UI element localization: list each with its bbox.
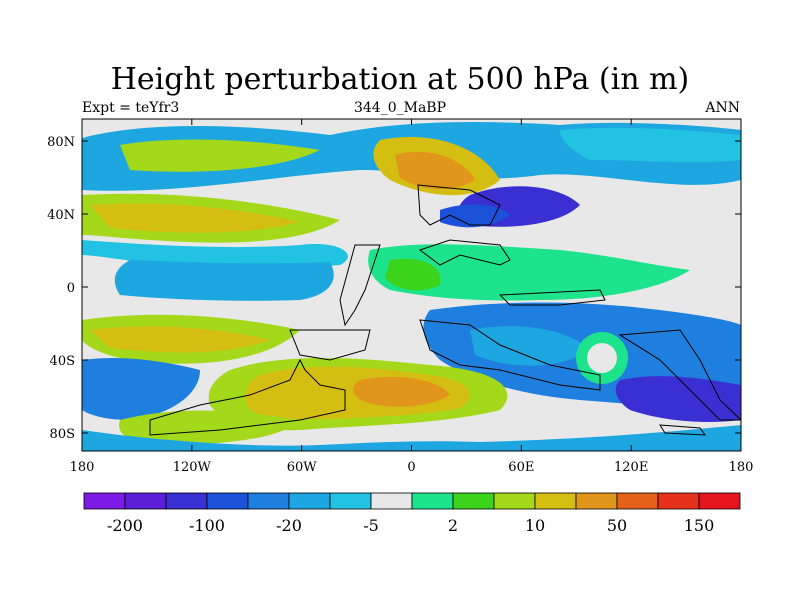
colorbar-swatch (616, 492, 659, 510)
colorbar-swatch (534, 492, 577, 510)
contour-band (114, 260, 334, 301)
coastline (417, 184, 501, 226)
colorbar-swatch (493, 492, 536, 510)
colorbar-label: 150 (684, 516, 715, 535)
x-tick-label: 120E (614, 460, 648, 475)
colorbar-swatch (288, 492, 331, 510)
colorbar-label: -5 (363, 516, 379, 535)
y-tick-label: 40N (47, 208, 75, 223)
colorbar-label: -100 (189, 516, 225, 535)
coastline (498, 289, 606, 306)
contour-map (82, 119, 741, 451)
contour-band (615, 376, 741, 422)
y-axis: 80N 40N 0 40S 80S (47, 135, 741, 442)
coastline (418, 239, 511, 266)
contour-band (82, 358, 200, 420)
experiment-label: Expt = teYfr3 (82, 100, 180, 116)
colorbar-swatch (411, 492, 454, 510)
y-tick-label: 80N (47, 135, 75, 150)
x-tick-label: 120W (173, 460, 212, 475)
x-tick-label: 180 (729, 460, 754, 475)
contour-band (90, 203, 300, 233)
contour-band (120, 139, 320, 172)
colorbar-swatch (657, 492, 700, 510)
coastline (149, 358, 346, 436)
contour-band (587, 343, 617, 373)
colorbar-swatch (247, 492, 290, 510)
colorbar: -200 -100 -20 -5 2 10 50 150 (83, 492, 741, 535)
contour-band (395, 151, 475, 190)
colorbar-label: 10 (525, 516, 545, 535)
continent-outlines (149, 184, 741, 436)
contour-band (353, 376, 450, 407)
y-tick-label: 80S (50, 427, 75, 442)
x-axis: 180 120W 60W 0 60E 120E 180 (70, 119, 754, 475)
season-label: ANN (705, 100, 740, 116)
x-tick-label: 0 (407, 460, 415, 475)
y-tick-label: 0 (67, 281, 75, 296)
colorbar-label: -20 (276, 516, 302, 535)
x-tick-label: 60E (508, 460, 534, 475)
coastline (289, 329, 371, 361)
x-tick-label: 60W (287, 460, 318, 475)
colorbar-label: 50 (607, 516, 627, 535)
coastline (659, 424, 707, 436)
colorbar-swatch (370, 492, 413, 510)
contour-band (470, 326, 590, 366)
x-tick-label: 180 (70, 460, 95, 475)
colorbar-swatch (83, 492, 126, 510)
coastline (419, 319, 601, 391)
colorbar-swatch (329, 492, 372, 510)
colorbar-swatch (124, 492, 167, 510)
contour-band (560, 127, 741, 163)
chart-title: Height perturbation at 500 hPa (in m) (110, 62, 690, 97)
colorbar-swatch (165, 492, 208, 510)
contour-band (119, 410, 301, 445)
coastline (339, 244, 381, 327)
colorbar-swatch (698, 492, 741, 510)
colorbar-swatch (452, 492, 495, 510)
contour-band (368, 244, 690, 301)
colorbar-label: 2 (448, 516, 458, 535)
colorbar-label: -200 (107, 516, 143, 535)
contour-band (82, 425, 741, 451)
contour-band (385, 258, 441, 291)
coastline (618, 329, 741, 421)
contour-band (90, 326, 270, 353)
colorbar-swatch (575, 492, 618, 510)
contour-band (440, 204, 510, 228)
colorbar-swatch (206, 492, 249, 510)
contour-band (598, 183, 741, 236)
y-tick-label: 40S (50, 354, 75, 369)
period-label: 344_0_MaBP (353, 100, 447, 116)
